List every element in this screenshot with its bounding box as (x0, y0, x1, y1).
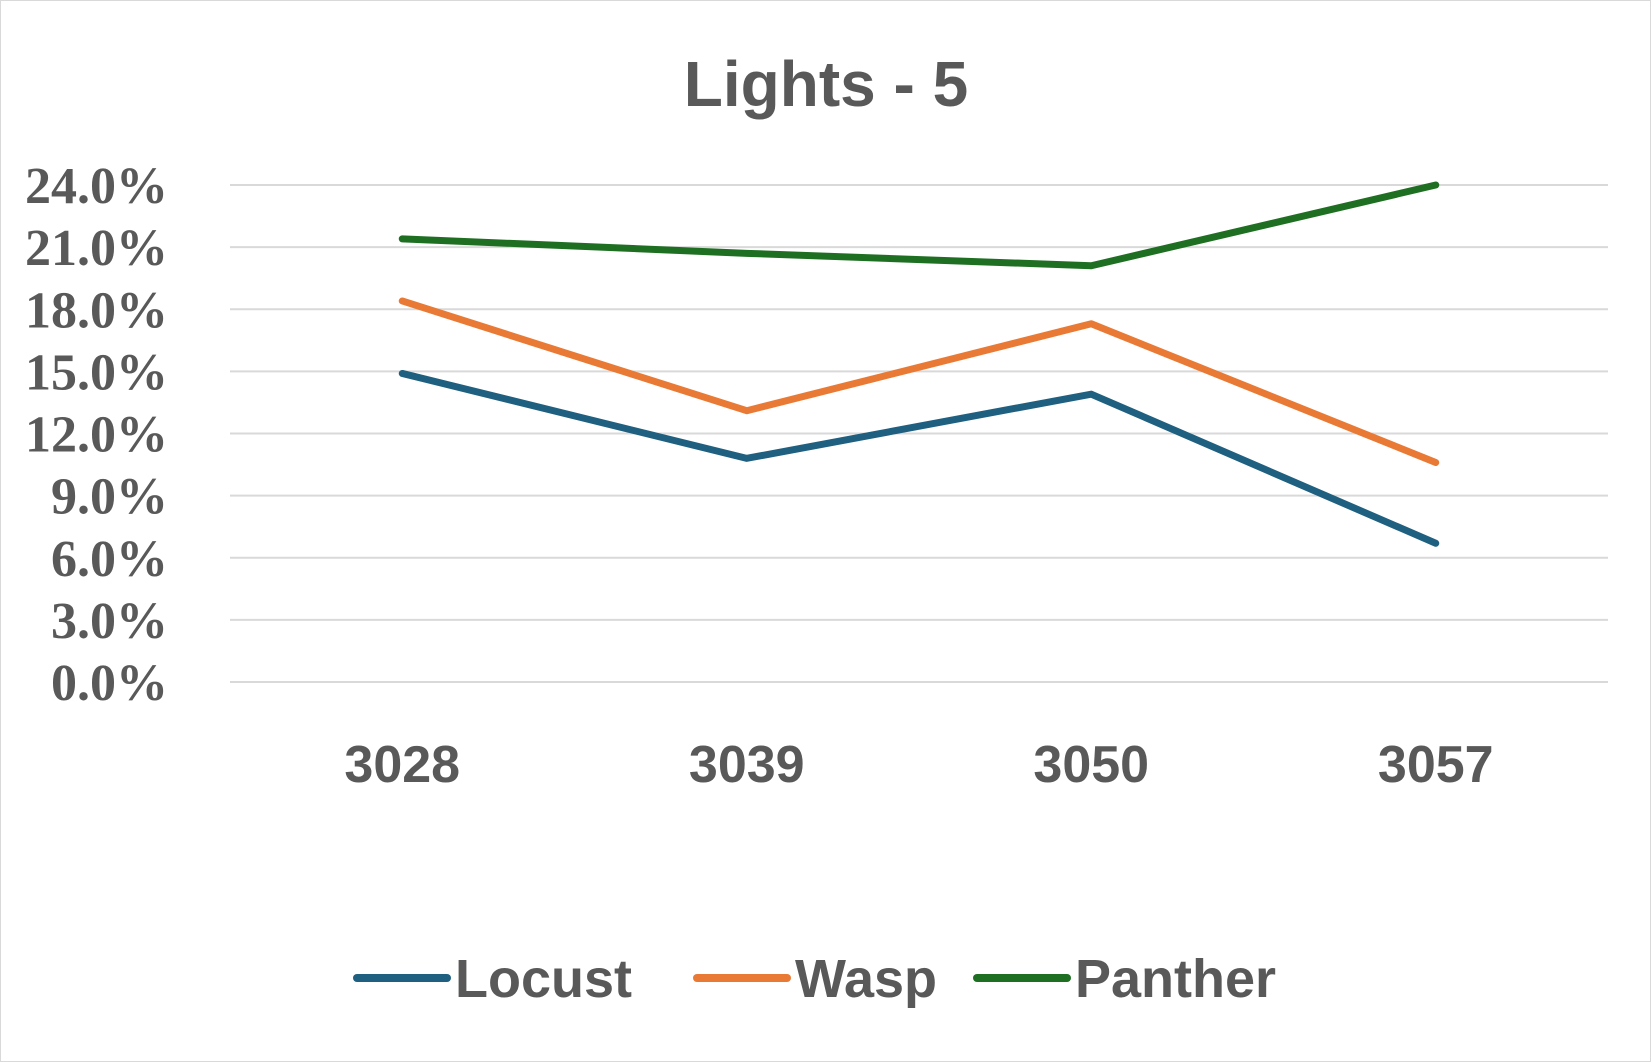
series-lines (398, 181, 1440, 547)
gridlines (230, 184, 1608, 683)
chart-title: Lights - 5 (684, 48, 968, 120)
x-tick-label: 3039 (689, 736, 805, 794)
x-tick-label: 3057 (1378, 736, 1494, 794)
y-tick-label: 9.0% (51, 469, 168, 526)
legend-item-wasp: Wasp (693, 949, 937, 1009)
y-axis-ticks: 0.0%3.0%6.0%9.0%12.0% 15.0%18.0%21.0%24.0… (25, 158, 168, 712)
y-tick-label: 18.0% (25, 282, 168, 339)
legend-label: Panther (1075, 949, 1276, 1009)
y-tick-label: 0.0% (51, 655, 168, 712)
series-line-panther (398, 181, 1440, 270)
y-tick-label: 12.0% (25, 407, 168, 464)
legend: Locust Wasp Panther (353, 949, 1276, 1009)
y-tick-label: 3.0% (51, 593, 168, 650)
x-axis-ticks: 3028 3039 3050 3057 (344, 736, 1493, 794)
legend-label: Locust (455, 949, 632, 1009)
y-tick-label: 24.0% (25, 158, 168, 215)
series-line-locust (398, 369, 1440, 547)
y-tick-label: 21.0% (25, 220, 168, 277)
x-tick-label: 3050 (1033, 736, 1149, 794)
y-tick-label: 6.0% (51, 531, 168, 588)
legend-item-panther: Panther (973, 949, 1276, 1009)
series-line-wasp (398, 297, 1440, 466)
legend-item-locust: Locust (353, 949, 632, 1009)
y-tick-label: 15.0% (25, 344, 168, 401)
x-tick-label: 3028 (344, 736, 460, 794)
legend-label: Wasp (795, 949, 937, 1009)
